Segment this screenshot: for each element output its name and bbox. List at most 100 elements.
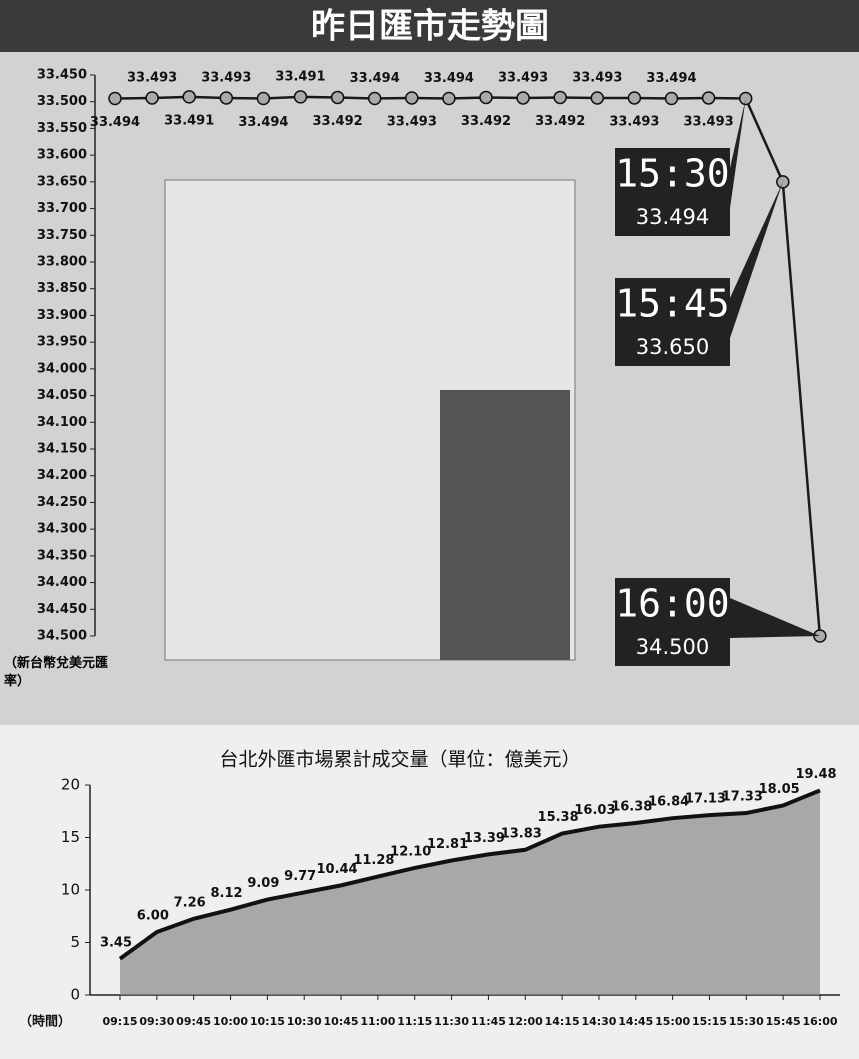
y-tick-label: 33.650	[37, 174, 87, 189]
y-tick-label: 34.450	[37, 602, 87, 617]
point	[330, 90, 345, 105]
data-label: 33.491	[164, 113, 214, 128]
callout-box	[615, 148, 730, 236]
point	[405, 91, 419, 105]
x-tick-label: 15:00	[655, 1015, 690, 1028]
data-label: 33.493	[127, 70, 177, 85]
data-label: 33.494	[238, 115, 288, 130]
callout-pointer	[730, 98, 746, 208]
callout-value: 33.650	[636, 335, 709, 359]
y-tick-label: 33.750	[37, 228, 87, 243]
chart1-title: 昨日匯市走勢圖	[311, 7, 549, 47]
y-tick-label: 34.150	[37, 442, 87, 457]
y-tick-label: 34.500	[37, 629, 87, 644]
x-tick-label: 14:15	[545, 1015, 580, 1028]
y-tick-label: 34.200	[37, 468, 87, 483]
data-label: 33.491	[275, 69, 325, 84]
callout-time: 16:00	[615, 582, 729, 626]
data-label: 33.494	[350, 71, 400, 86]
callout-box	[615, 578, 730, 666]
data-label: 33.492	[461, 114, 511, 129]
x-tick-label: 16:00	[802, 1015, 837, 1028]
point	[553, 90, 567, 105]
area	[120, 790, 820, 995]
y-tick-label: 0	[70, 986, 80, 1004]
y-tick-label: 33.600	[37, 148, 87, 163]
data-label: 8.12	[210, 886, 242, 901]
y-tick-label: 33.900	[37, 308, 87, 323]
callout-value: 33.494	[636, 205, 709, 229]
x-tick-label: 15:15	[692, 1015, 727, 1028]
y-tick-label: 33.500	[37, 94, 87, 109]
x-tick-label: 15:45	[766, 1015, 801, 1028]
x-tick-label: 10:00	[213, 1015, 248, 1028]
point	[516, 91, 530, 105]
x-tick-label: 11:30	[434, 1015, 469, 1028]
data-label: 33.492	[313, 114, 363, 129]
y-tick-label: 33.450	[37, 68, 87, 83]
data-label: 9.09	[247, 876, 279, 891]
x-axis-label: （時間）	[19, 1014, 71, 1030]
data-label: 9.77	[284, 869, 316, 884]
point	[293, 90, 308, 104]
point	[479, 90, 493, 105]
data-label: 17.13	[685, 792, 726, 807]
x-tick-label: 10:30	[287, 1015, 322, 1028]
point	[108, 91, 122, 106]
data-label: 16.03	[574, 803, 615, 818]
point	[256, 91, 271, 106]
data-label: 19.48	[795, 767, 836, 782]
y-tick-label: 15	[61, 828, 80, 846]
y-tick-label: 34.050	[37, 388, 87, 403]
y-tick-label: 33.850	[37, 281, 87, 296]
y-tick-label: 34.350	[37, 548, 87, 563]
data-label: 10.44	[316, 862, 357, 877]
data-label: 33.493	[387, 114, 437, 129]
data-label: 33.494	[90, 115, 140, 130]
data-label: 13.83	[501, 826, 542, 841]
point	[367, 91, 382, 106]
data-label: 3.45	[100, 935, 132, 950]
x-tick-label: 14:30	[581, 1015, 616, 1028]
data-label: 17.33	[722, 790, 763, 805]
x-tick-label: 14:45	[618, 1015, 653, 1028]
point	[701, 91, 716, 105]
data-label: 6.00	[137, 909, 169, 924]
y-tick-label: 10	[61, 881, 80, 899]
chart2-title: 台北外匯市場累計成交量（單位：億美元）	[219, 749, 580, 771]
x-tick-label: 09:45	[176, 1015, 211, 1028]
y-tick-label: 34.250	[37, 495, 87, 510]
y-tick-label: 34.000	[37, 361, 87, 376]
data-label: 16.84	[648, 795, 689, 810]
data-label: 33.493	[498, 70, 548, 85]
data-label: 18.05	[759, 782, 800, 797]
data-label: 11.28	[353, 853, 394, 868]
data-label: 33.493	[609, 114, 659, 129]
x-tick-label: 09:15	[102, 1015, 137, 1028]
point	[627, 91, 642, 105]
x-tick-label: 10:15	[250, 1015, 285, 1028]
point	[664, 91, 679, 106]
x-tick-label: 09:30	[139, 1015, 174, 1028]
y-tick-label: 34.400	[37, 575, 87, 590]
photo-figure	[440, 390, 570, 660]
point	[219, 91, 234, 105]
point	[182, 90, 196, 104]
y-tick-label: 33.550	[37, 121, 87, 136]
y-tick-label: 33.800	[37, 255, 87, 270]
x-tick-label: 11:00	[360, 1015, 395, 1028]
data-label: 13.39	[464, 831, 505, 846]
data-label: 33.493	[201, 70, 251, 85]
callout-pointer	[730, 181, 783, 338]
data-label: 33.494	[424, 71, 474, 86]
y-tick-label: 33.950	[37, 335, 87, 350]
x-tick-label: 12:00	[508, 1015, 543, 1028]
data-label: 16.38	[611, 800, 652, 815]
data-label: 33.493	[572, 70, 622, 85]
callout-pointer	[730, 598, 820, 638]
data-label: 33.494	[646, 71, 696, 86]
callout-time: 15:30	[615, 152, 729, 196]
y-tick-label: 34.100	[37, 415, 87, 430]
